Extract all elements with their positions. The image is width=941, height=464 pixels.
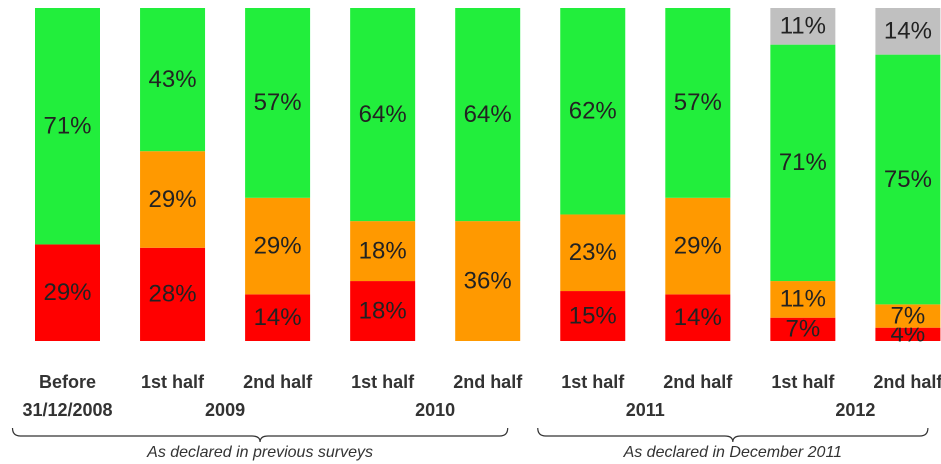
bracket: [11, 427, 509, 443]
group-label: 31/12/2008: [22, 400, 112, 420]
data-label: 23%: [569, 239, 617, 266]
x-tick-label: 1st half: [771, 372, 835, 392]
data-label: 18%: [359, 297, 407, 324]
group-label: 2011: [626, 400, 665, 420]
bar-segment: [875, 304, 941, 328]
bar-segment: [875, 8, 941, 55]
data-label: 18%: [359, 237, 407, 264]
data-label: 29%: [254, 232, 302, 259]
bar-segment: [35, 8, 100, 245]
bar-segment: [350, 221, 416, 282]
bar-segment: [35, 244, 100, 341]
bar-segment: [140, 247, 206, 341]
data-label: 29%: [149, 186, 197, 213]
bracket: [537, 427, 929, 443]
bracket-label: As declared in previous surveys: [146, 444, 373, 461]
x-tick-label: 1st half: [561, 372, 625, 392]
data-label: 11%: [780, 13, 826, 40]
bar-segment: [245, 8, 311, 198]
group-label: 2012: [835, 400, 875, 420]
data-label: 71%: [779, 149, 827, 176]
data-label: 75%: [884, 166, 932, 193]
data-label: 14%: [884, 18, 932, 45]
bar-segment: [770, 281, 836, 318]
bar-segment: [770, 44, 836, 282]
bar-segment: [140, 8, 206, 152]
x-tick-label: 2nd half: [663, 372, 733, 392]
bar-segment: [455, 8, 521, 222]
data-label: 29%: [43, 279, 91, 306]
data-label: 15%: [569, 302, 617, 329]
x-tick-label: 1st half: [141, 372, 205, 392]
data-label: 14%: [254, 304, 302, 331]
x-tick-label: 2nd half: [243, 372, 313, 392]
bar-segment: [665, 294, 731, 341]
data-label: 28%: [149, 281, 197, 308]
x-tick-label: Before: [39, 372, 96, 392]
x-tick-label: 1st half: [351, 372, 415, 392]
bar-segment: [875, 54, 941, 305]
data-label: 43%: [149, 66, 197, 93]
bar-segment: [875, 327, 941, 341]
bar-segment: [665, 8, 731, 198]
data-label: 7%: [891, 302, 926, 329]
bar-segment: [245, 197, 311, 295]
data-label: 71%: [43, 113, 91, 140]
bar-segment: [350, 8, 416, 222]
x-tick-label: 2nd half: [453, 372, 523, 392]
data-label: 62%: [569, 98, 617, 125]
group-label: 2010: [415, 400, 455, 420]
bar-segment: [245, 294, 311, 341]
group-label: 2009: [205, 400, 245, 420]
x-tick-label: 2nd half: [873, 372, 941, 392]
data-label: 64%: [464, 101, 512, 128]
bar-segment: [560, 214, 626, 292]
bar-segment: [770, 317, 836, 341]
data-label: 7%: [786, 316, 821, 343]
data-label: 29%: [674, 232, 722, 259]
data-label: 36%: [464, 267, 512, 294]
data-label: 14%: [674, 304, 722, 331]
data-label: 57%: [254, 89, 302, 116]
bar-segment: [665, 197, 731, 295]
data-label: 11%: [780, 286, 826, 313]
bar-segment: [770, 8, 836, 45]
bar-segment: [455, 221, 521, 341]
data-label: 57%: [674, 89, 722, 116]
bar-segment: [140, 151, 206, 248]
data-label: 64%: [359, 101, 407, 128]
bar-segment: [560, 8, 626, 215]
bar-segment: [560, 291, 626, 341]
bar-segment: [350, 281, 416, 341]
bracket-label: As declared in December 2011: [623, 444, 843, 461]
